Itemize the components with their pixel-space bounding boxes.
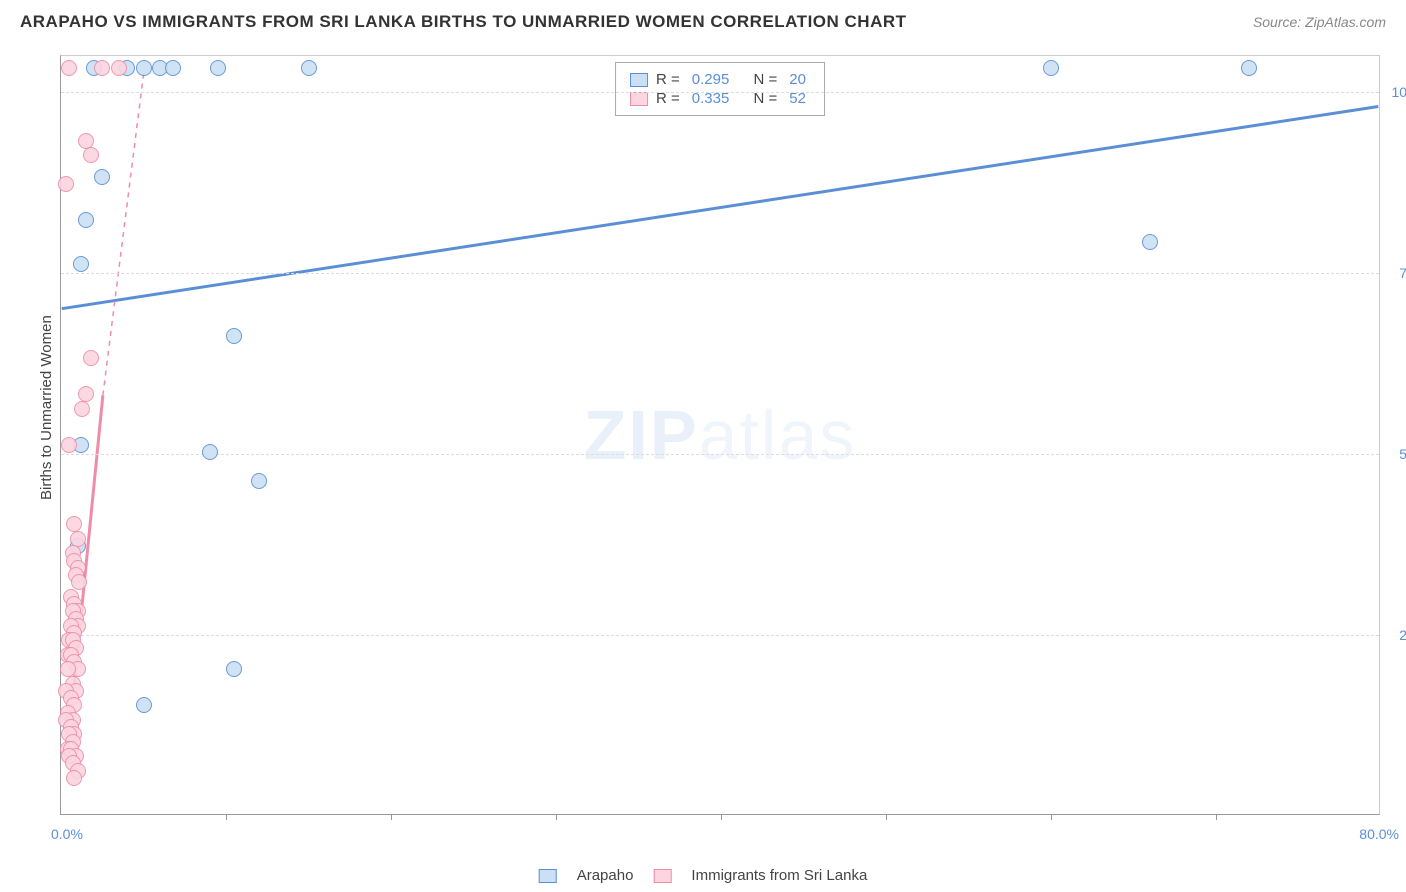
x-tick-mark bbox=[391, 814, 392, 820]
data-point bbox=[83, 147, 99, 163]
data-point bbox=[66, 516, 82, 532]
data-point bbox=[71, 574, 87, 590]
data-point bbox=[210, 60, 226, 76]
trendlines-svg bbox=[61, 56, 1379, 814]
watermark-light: atlas bbox=[699, 396, 857, 474]
chart-title: ARAPAHO VS IMMIGRANTS FROM SRI LANKA BIR… bbox=[20, 12, 907, 32]
y-tick-label: 100.0% bbox=[1384, 84, 1406, 100]
series-legend: Arapaho Immigrants from Sri Lanka bbox=[539, 867, 868, 884]
data-point bbox=[66, 770, 82, 786]
data-point bbox=[83, 350, 99, 366]
y-tick-label: 25.0% bbox=[1384, 627, 1406, 643]
gridline-h bbox=[61, 454, 1379, 455]
data-point bbox=[226, 328, 242, 344]
legend-row-arapaho: R = 0.295 N = 20 bbox=[630, 71, 810, 88]
data-point bbox=[1142, 234, 1158, 250]
x-tick-mark bbox=[1051, 814, 1052, 820]
data-point bbox=[94, 60, 110, 76]
x-axis-max-label: 80.0% bbox=[1359, 826, 1399, 842]
x-tick-mark bbox=[721, 814, 722, 820]
swatch-blue bbox=[539, 869, 557, 883]
chart-plot-area: ZIPatlas R = 0.295 N = 20 R = 0.335 N = … bbox=[60, 55, 1380, 815]
data-point bbox=[226, 661, 242, 677]
data-point bbox=[251, 473, 267, 489]
swatch-pink bbox=[653, 869, 671, 883]
correlation-legend: R = 0.295 N = 20 R = 0.335 N = 52 bbox=[615, 62, 825, 116]
n-value-arapaho: 20 bbox=[789, 71, 806, 88]
n-label: N = bbox=[754, 71, 778, 88]
data-point bbox=[202, 444, 218, 460]
watermark: ZIPatlas bbox=[584, 395, 857, 475]
data-point bbox=[73, 256, 89, 272]
legend-label-srilanka: Immigrants from Sri Lanka bbox=[691, 867, 867, 884]
data-point bbox=[136, 60, 152, 76]
gridline-h bbox=[61, 273, 1379, 274]
data-point bbox=[136, 697, 152, 713]
data-point bbox=[78, 212, 94, 228]
data-point bbox=[165, 60, 181, 76]
data-point bbox=[1043, 60, 1059, 76]
data-point bbox=[61, 437, 77, 453]
x-tick-mark bbox=[1216, 814, 1217, 820]
source-attribution: Source: ZipAtlas.com bbox=[1253, 14, 1386, 30]
x-axis-min-label: 0.0% bbox=[51, 826, 83, 842]
x-tick-mark bbox=[226, 814, 227, 820]
gridline-h bbox=[61, 635, 1379, 636]
legend-label-arapaho: Arapaho bbox=[577, 867, 634, 884]
data-point bbox=[61, 60, 77, 76]
swatch-blue bbox=[630, 73, 648, 87]
x-tick-mark bbox=[556, 814, 557, 820]
swatch-pink bbox=[630, 92, 648, 106]
data-point bbox=[94, 169, 110, 185]
watermark-bold: ZIP bbox=[584, 396, 699, 474]
y-tick-label: 75.0% bbox=[1384, 265, 1406, 281]
x-tick-mark bbox=[886, 814, 887, 820]
data-point bbox=[301, 60, 317, 76]
y-axis-label: Births to Unmarried Women bbox=[38, 315, 55, 500]
y-tick-label: 50.0% bbox=[1384, 446, 1406, 462]
header: ARAPAHO VS IMMIGRANTS FROM SRI LANKA BIR… bbox=[20, 12, 1386, 32]
data-point bbox=[58, 176, 74, 192]
r-value-arapaho: 0.295 bbox=[692, 71, 730, 88]
r-label: R = bbox=[656, 71, 680, 88]
gridline-h bbox=[61, 92, 1379, 93]
data-point bbox=[111, 60, 127, 76]
data-point bbox=[1241, 60, 1257, 76]
data-point bbox=[74, 401, 90, 417]
